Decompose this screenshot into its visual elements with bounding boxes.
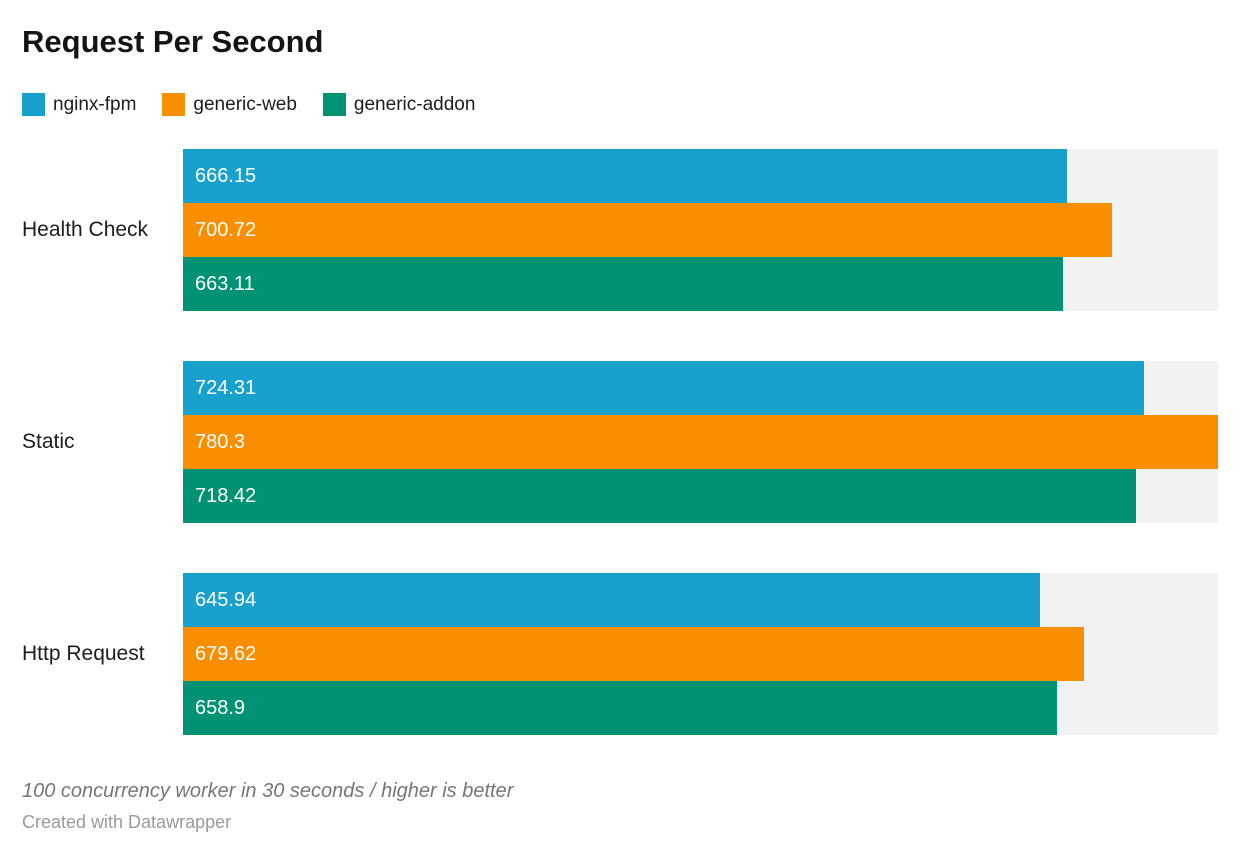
legend-swatch-icon <box>162 93 186 116</box>
legend-item-generic-web: generic-web <box>162 93 297 116</box>
bar-value-label: 718.42 <box>195 484 257 507</box>
bar: 679.62 <box>183 627 1085 681</box>
bar: 645.94 <box>183 573 1040 627</box>
category-label: Health Check <box>22 218 149 241</box>
bar: 663.11 <box>183 257 1063 311</box>
bar: 780.3 <box>183 415 1218 469</box>
bar-track: 658.9 <box>183 681 1218 735</box>
category-row-static: Static 724.31 780.3 718.42 <box>22 361 1218 523</box>
legend-item-label: generic-web <box>193 93 297 115</box>
bar-value-label: 645.94 <box>195 588 257 611</box>
legend: nginx-fpm generic-web generic-addon <box>22 93 1218 116</box>
legend-swatch-icon <box>322 93 346 116</box>
category-row-health-check: Health Check 666.15 700.72 663.11 <box>22 149 1218 311</box>
bar-track: 679.62 <box>183 627 1218 681</box>
category-label: Http Request <box>22 642 145 665</box>
bar-track: 700.72 <box>183 203 1218 257</box>
chart-note: 100 concurrency worker in 30 seconds / h… <box>22 780 514 802</box>
category-label: Static <box>22 430 75 453</box>
legend-item-generic-addon: generic-addon <box>322 93 476 116</box>
bar-value-label: 666.15 <box>195 164 257 187</box>
bar-track: 666.15 <box>183 149 1218 203</box>
bar-value-label: 780.3 <box>195 430 246 453</box>
bar: 666.15 <box>183 149 1067 203</box>
bar-value-label: 679.62 <box>195 642 257 665</box>
bar-value-label: 724.31 <box>195 376 257 399</box>
bar: 700.72 <box>183 203 1113 257</box>
legend-item-nginx-fpm: nginx-fpm <box>22 93 136 116</box>
legend-item-label: nginx-fpm <box>53 93 137 115</box>
bar-track: 780.3 <box>183 415 1218 469</box>
bar-track: 645.94 <box>183 573 1218 627</box>
legend-swatch-icon <box>22 93 45 116</box>
bar-group: 645.94 679.62 658.9 <box>183 573 1218 735</box>
category-row-http-request: Http Request 645.94 679.62 658.9 <box>22 573 1218 735</box>
bar-value-label: 700.72 <box>195 218 257 241</box>
legend-item-label: generic-addon <box>353 93 476 115</box>
bar-track: 724.31 <box>183 361 1218 415</box>
bar-chart: Health Check 666.15 700.72 663.11 <box>22 149 1218 735</box>
chart-title: Request Per Second <box>22 24 324 59</box>
bar: 724.31 <box>183 361 1144 415</box>
bar: 658.9 <box>183 681 1057 735</box>
bar-group: 724.31 780.3 718.42 <box>183 361 1218 523</box>
bar-track: 718.42 <box>183 469 1218 523</box>
bar-track: 663.11 <box>183 257 1218 311</box>
datawrapper-attribution: Created with Datawrapper <box>22 812 232 832</box>
bar-value-label: 658.9 <box>195 696 246 719</box>
bar-group: 666.15 700.72 663.11 <box>183 149 1218 311</box>
bar-value-label: 663.11 <box>195 272 255 295</box>
bar: 718.42 <box>183 469 1136 523</box>
